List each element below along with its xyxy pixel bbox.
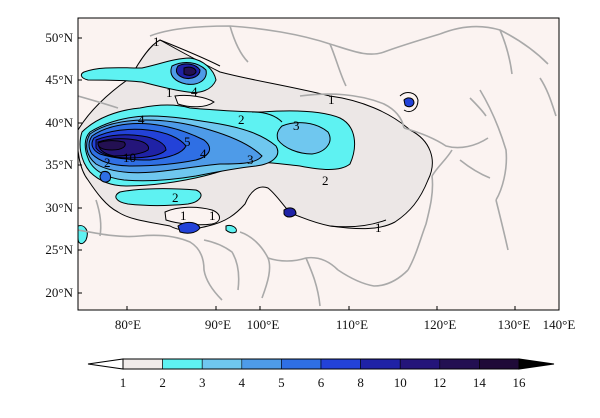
lon-tick-label: 140°E — [543, 317, 576, 332]
contour-fill-small-patch — [403, 97, 415, 108]
lat-tick-label: 40°N — [45, 115, 73, 130]
colorbar-cells — [122, 358, 520, 370]
colorbar-cell — [320, 358, 361, 370]
colorbar-label: 1 — [120, 375, 127, 390]
map-frame — [77, 17, 560, 311]
lon-tick-label: 90°E — [205, 317, 231, 332]
lon-tick-label: 120°E — [424, 317, 457, 332]
lon-tick-label: 110°E — [336, 317, 368, 332]
contour-fill-level-12 — [97, 140, 126, 151]
contour-label: 2 — [322, 173, 329, 188]
colorbar-cell — [241, 358, 282, 370]
colorbar-cell — [201, 358, 243, 370]
colorbar-label: 10 — [394, 375, 407, 390]
contour-fill-south-cyan — [225, 225, 237, 234]
colorbar-max-arrow — [518, 358, 555, 370]
contour-fill-sw-spot — [283, 207, 297, 218]
lat-tick-label: 35°N — [45, 157, 73, 172]
contour-label: 1 — [153, 34, 160, 49]
colorbar: 1 2 3 4 5 6 8 10 12 14 16 — [87, 358, 555, 390]
colorbar-min-arrow — [87, 358, 124, 370]
contour-label: 2 — [104, 155, 111, 170]
colorbar-label: 14 — [473, 375, 487, 390]
contour-label: 3 — [247, 152, 254, 167]
colorbar-label: 12 — [433, 375, 446, 390]
colorbar-label: 16 — [513, 375, 527, 390]
contour-label: 2 — [172, 190, 179, 205]
colorbar-cell — [479, 358, 520, 370]
colorbar-label: 2 — [159, 375, 166, 390]
contour-label: 1 — [209, 208, 216, 223]
colorbar-label: 4 — [239, 375, 246, 390]
contour-labels: 1 1 4 1 4 2 3 5 4 3 2 10 2 2 1 1 1 — [104, 34, 382, 235]
colorbar-label: 6 — [318, 375, 325, 390]
lon-tick-label: 100°E — [247, 317, 280, 332]
longitude-axis: 80°E 90°E 100°E 110°E 120°E 130°E 140°E — [115, 306, 575, 332]
contour-fill-level-2-south — [115, 188, 202, 206]
colorbar-frame — [122, 358, 520, 370]
contour-fill-level-3-east — [276, 122, 331, 155]
contour-gap — [174, 94, 215, 108]
colorbar-cell — [122, 358, 163, 370]
lat-tick-label: 45°N — [45, 72, 73, 87]
colorbar-cell — [281, 358, 322, 370]
lat-tick-label: 50°N — [45, 30, 73, 45]
lat-tick-label: 20°N — [45, 285, 73, 300]
contour-label: 1 — [166, 85, 173, 100]
colorbar-labels: 1 2 3 4 5 6 8 10 12 14 16 — [120, 375, 526, 390]
contour-label: 4 — [138, 112, 145, 127]
contour-label: 1 — [180, 208, 187, 223]
contour-fill-south-spot — [177, 221, 201, 234]
colorbar-label: 8 — [357, 375, 364, 390]
colorbar-cell — [360, 358, 401, 370]
contour-label: 4 — [191, 84, 198, 99]
colorbar-label: 3 — [199, 375, 206, 390]
contour-label: 1 — [375, 220, 382, 235]
colorbar-cell — [399, 358, 441, 370]
country-borders — [78, 25, 557, 307]
colorbar-cell — [439, 358, 480, 370]
contour-label: 4 — [200, 146, 207, 161]
latitude-axis: 50°N 45°N 40°N 35°N 30°N 25°N 20°N — [45, 30, 82, 300]
lon-tick-label: 130°E — [498, 317, 531, 332]
map-content — [78, 25, 557, 307]
lat-tick-label: 30°N — [45, 200, 73, 215]
lat-tick-label: 25°N — [45, 242, 73, 257]
contour-fill-altai-12 — [183, 66, 197, 76]
contour-label: 5 — [184, 134, 191, 149]
colorbar-label: 5 — [278, 375, 285, 390]
contour-lines — [159, 39, 419, 228]
contour-fill-west-cyan — [78, 225, 88, 245]
contour-label: 3 — [293, 118, 300, 133]
contour-fill-west-spot — [99, 171, 111, 183]
colorbar-cell — [162, 358, 203, 370]
contour-label: 1 — [328, 92, 335, 107]
lon-tick-label: 80°E — [115, 317, 141, 332]
contour-label: 10 — [123, 150, 136, 165]
contour-label: 2 — [238, 112, 245, 127]
